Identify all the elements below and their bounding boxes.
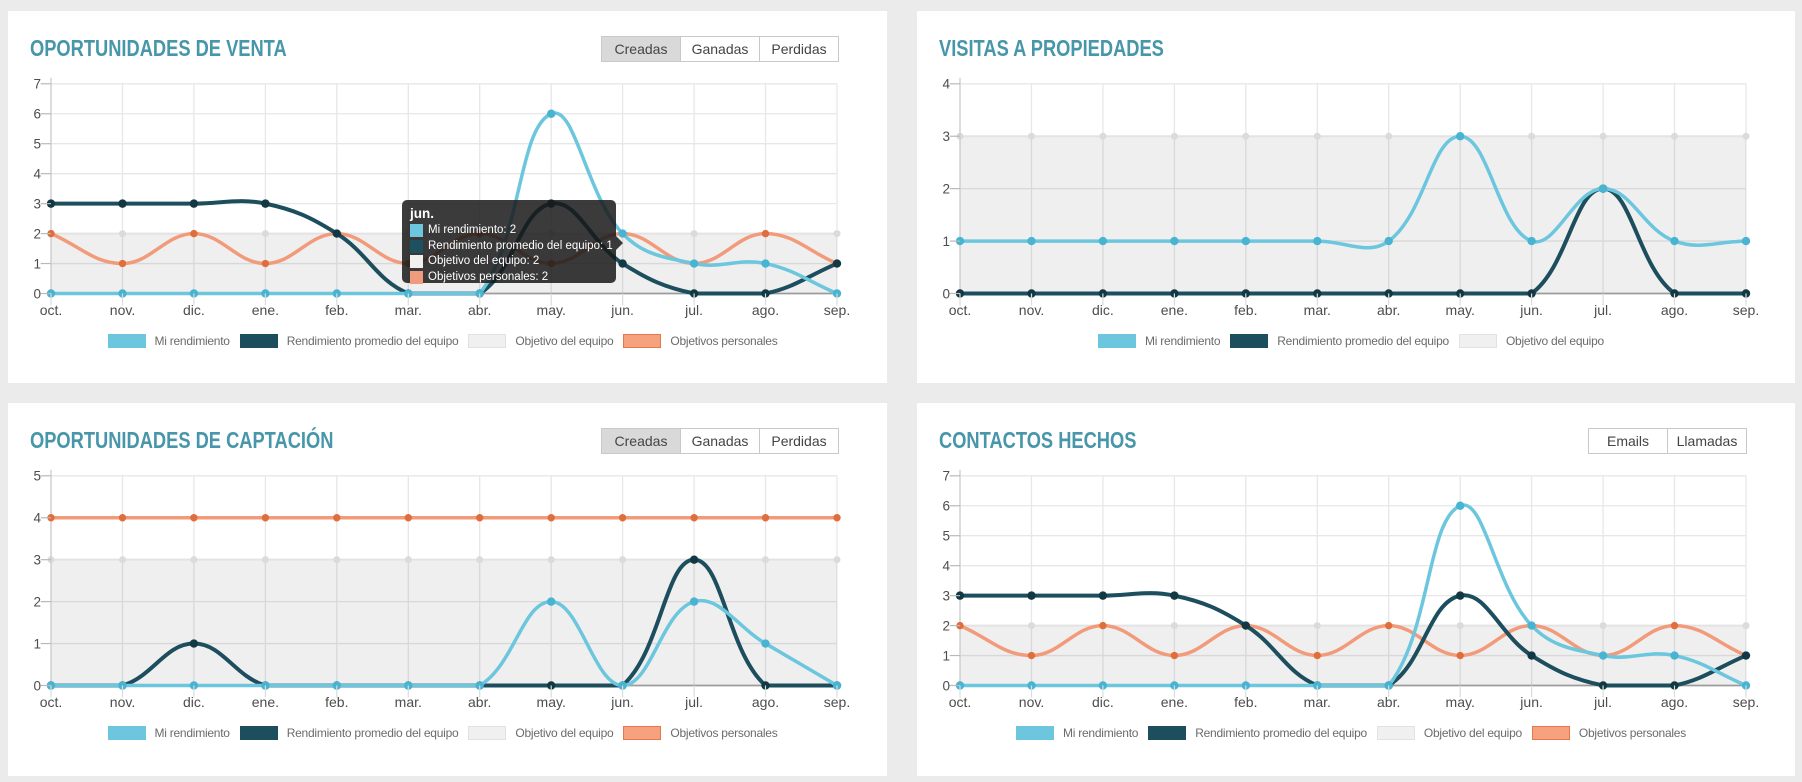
svg-text:jun.: jun. (1519, 302, 1543, 318)
svg-text:1: 1 (942, 234, 950, 249)
svg-text:jul.: jul. (1593, 694, 1612, 710)
svg-text:nov.: nov. (110, 694, 135, 710)
svg-text:mar.: mar. (1304, 694, 1331, 710)
svg-text:abr.: abr. (468, 302, 491, 318)
svg-text:oct.: oct. (949, 302, 972, 318)
svg-text:2: 2 (942, 618, 950, 633)
svg-text:4: 4 (33, 166, 41, 181)
svg-text:ene.: ene. (252, 694, 279, 710)
svg-text:0: 0 (942, 286, 950, 301)
svg-text:dic.: dic. (183, 302, 205, 318)
svg-text:feb.: feb. (325, 302, 348, 318)
svg-text:feb.: feb. (325, 694, 348, 710)
svg-text:4: 4 (33, 511, 41, 526)
svg-text:oct.: oct. (949, 694, 972, 710)
svg-text:3: 3 (33, 196, 41, 211)
svg-text:7: 7 (33, 77, 41, 92)
svg-text:5: 5 (942, 529, 950, 544)
svg-text:oct.: oct. (40, 694, 63, 710)
svg-text:may.: may. (1446, 694, 1475, 710)
svg-text:3: 3 (942, 129, 950, 144)
svg-text:1: 1 (33, 636, 41, 651)
svg-text:may.: may. (537, 302, 566, 318)
svg-text:0: 0 (33, 678, 41, 693)
svg-text:0: 0 (33, 286, 41, 301)
svg-text:ene.: ene. (1161, 694, 1188, 710)
svg-text:jul.: jul. (684, 694, 703, 710)
svg-text:jun.: jun. (1519, 694, 1543, 710)
svg-text:abr.: abr. (1377, 302, 1400, 318)
svg-text:1: 1 (942, 648, 950, 663)
svg-text:sep.: sep. (824, 694, 850, 710)
svg-text:ene.: ene. (252, 302, 279, 318)
svg-text:sep.: sep. (1733, 694, 1759, 710)
svg-text:sep.: sep. (1733, 302, 1759, 318)
svg-text:jun.: jun. (610, 694, 634, 710)
svg-text:jul.: jul. (1593, 302, 1612, 318)
svg-text:abr.: abr. (1377, 694, 1400, 710)
svg-text:3: 3 (942, 588, 950, 603)
svg-text:dic.: dic. (1092, 694, 1114, 710)
svg-text:ene.: ene. (1161, 302, 1188, 318)
svg-text:ago.: ago. (752, 694, 779, 710)
svg-text:4: 4 (942, 77, 950, 92)
svg-text:dic.: dic. (1092, 302, 1114, 318)
svg-text:5: 5 (33, 469, 41, 484)
svg-text:may.: may. (1446, 302, 1475, 318)
svg-text:may.: may. (537, 694, 566, 710)
svg-text:feb.: feb. (1234, 302, 1257, 318)
svg-text:7: 7 (942, 469, 950, 484)
svg-text:jun.: jun. (610, 302, 634, 318)
svg-text:dic.: dic. (183, 694, 205, 710)
svg-text:6: 6 (942, 499, 950, 514)
svg-text:5: 5 (33, 137, 41, 152)
svg-text:ago.: ago. (1661, 694, 1688, 710)
svg-text:mar.: mar. (395, 694, 422, 710)
svg-text:6: 6 (33, 107, 41, 122)
svg-text:nov.: nov. (1019, 694, 1044, 710)
svg-text:0: 0 (942, 678, 950, 693)
svg-text:mar.: mar. (1304, 302, 1331, 318)
svg-text:feb.: feb. (1234, 694, 1257, 710)
svg-text:ago.: ago. (752, 302, 779, 318)
svg-text:mar.: mar. (395, 302, 422, 318)
svg-text:abr.: abr. (468, 694, 491, 710)
svg-text:nov.: nov. (1019, 302, 1044, 318)
svg-text:jul.: jul. (684, 302, 703, 318)
svg-text:1: 1 (33, 256, 41, 271)
svg-text:4: 4 (942, 558, 950, 573)
svg-text:oct.: oct. (40, 302, 63, 318)
svg-text:2: 2 (942, 181, 950, 196)
svg-text:nov.: nov. (110, 302, 135, 318)
svg-text:sep.: sep. (824, 302, 850, 318)
svg-text:2: 2 (33, 226, 41, 241)
svg-text:3: 3 (33, 552, 41, 567)
svg-text:ago.: ago. (1661, 302, 1688, 318)
svg-text:2: 2 (33, 594, 41, 609)
